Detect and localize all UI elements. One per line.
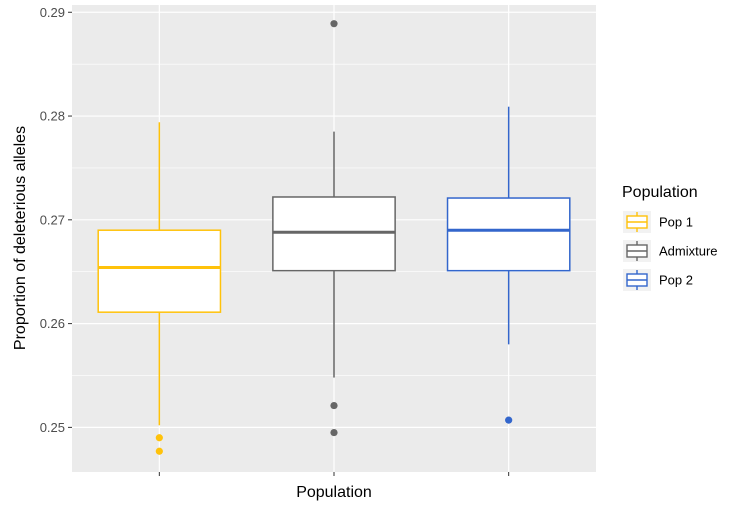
legend-title: Population xyxy=(622,184,698,201)
x-axis xyxy=(158,472,510,476)
y-axis: 0.25 0.26 0.27 0.28 0.29 xyxy=(40,5,72,435)
legend-key xyxy=(623,269,651,291)
legend-label: Admixture xyxy=(659,244,718,259)
legend-key xyxy=(623,211,651,233)
y-tick-label: 0.27 xyxy=(40,212,65,227)
box-body xyxy=(272,196,396,272)
outlier-point xyxy=(155,434,163,442)
y-axis-title: Proportion of deleterious alleles xyxy=(12,126,29,350)
y-tick-label: 0.25 xyxy=(40,420,65,435)
box-body xyxy=(97,229,222,313)
box-pop-2 xyxy=(446,106,571,424)
legend-key xyxy=(623,240,651,262)
outlier-point xyxy=(330,20,338,28)
y-tick-label: 0.28 xyxy=(40,109,65,124)
y-tick-label: 0.26 xyxy=(40,316,65,331)
y-tick-label: 0.29 xyxy=(40,5,65,20)
legend: Population Pop 1 Admixture Pop 2 xyxy=(622,184,718,291)
outlier-point xyxy=(155,447,163,455)
boxes xyxy=(97,20,571,455)
box-admixture xyxy=(272,20,396,437)
outlier-point xyxy=(330,428,338,437)
outlier-point xyxy=(505,416,513,424)
outlier-point xyxy=(330,401,338,410)
legend-label: Pop 2 xyxy=(659,273,693,288)
legend-label: Pop 1 xyxy=(659,215,693,230)
x-axis-title: Population xyxy=(296,484,372,501)
box-pop-1 xyxy=(97,122,222,455)
box-body xyxy=(446,197,571,272)
